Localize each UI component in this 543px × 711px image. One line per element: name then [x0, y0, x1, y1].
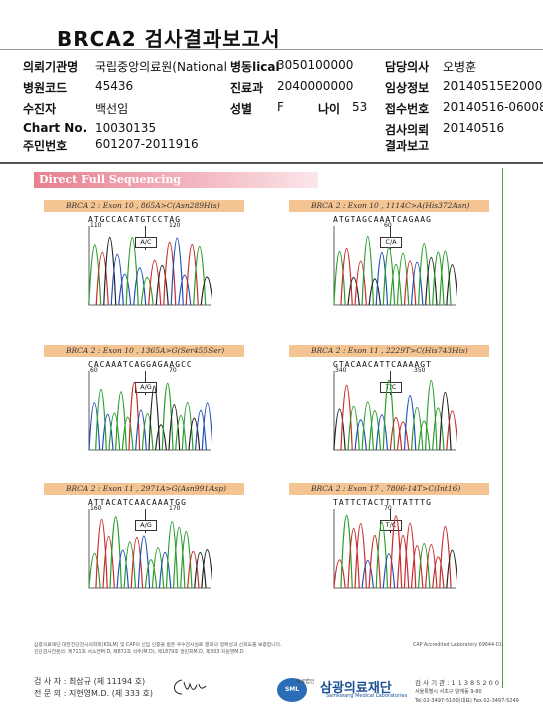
header-divider-top [0, 49, 543, 50]
institution-label: 의뢰기관명 [23, 60, 79, 74]
tester-line: 검 사 자 : 최삼규 (제 11194 호) [34, 677, 146, 686]
age-value: 53 [352, 100, 368, 114]
sex-value: F [277, 100, 284, 114]
patient-info-header: 의뢰기관명 국립중앙의료원(National 병동lical 305010000… [0, 53, 543, 153]
base-sequence: CACAAATCAGGAGAAGCC [88, 360, 193, 369]
hospcode-label: 병원코드 [23, 81, 68, 95]
signature-image [174, 679, 207, 695]
mutation-label: A/C [135, 237, 157, 248]
section-title: Direct Full Sequencing [34, 172, 318, 188]
report-title: BRCA2 검사결과보고서 [57, 27, 281, 51]
chromatogram-trace [88, 509, 212, 589]
org-badge: 의료법인 [296, 679, 315, 685]
doctor-label: 담당의사 [385, 60, 430, 74]
position-number-right: 70 [169, 367, 177, 374]
id-value: 601207-2011916 [95, 137, 199, 151]
org-phone: Tel.02-3497-5100(대표) Fax.02-3497-5249 [415, 698, 519, 704]
receipt-value: 20140516-06008 [443, 100, 543, 114]
base-sequence: TATTCTACTTTTATTTG [333, 498, 432, 507]
mutation-label: C/A [380, 237, 402, 248]
header-divider-bottom [0, 162, 543, 164]
chromatogram-panel: BRCA 2 : Exon 11 , 2229T>C(His743His) GTA… [289, 345, 499, 469]
patient-value: 백선임 [95, 102, 129, 116]
base-sequence: GTACAACATTCAAAAGT [333, 360, 432, 369]
receipt-label: 접수번호 [385, 102, 430, 116]
institution-value: 국립중앙의료원(National [95, 60, 227, 74]
chart-label: Chart No. [23, 121, 88, 135]
chromatogram-panel: BRCA 2 : Exon 10 , 865A>C(Asn289His) ATGC… [44, 200, 254, 324]
institution-code: 검 사 기 관 : 1 1 3 8 5 2 0 0 [415, 679, 499, 687]
id-label: 주민번호 [23, 139, 68, 153]
doctor-value: 오병훈 [443, 60, 477, 74]
position-number-right: 70 [384, 505, 392, 512]
chromatogram-panel: BRCA 2 : Exon 10 , 1365A>G(Ser455Ser) CAC… [44, 345, 254, 469]
hospcode-value: 45436 [95, 79, 134, 93]
org-name: 삼광의료재단 [320, 681, 392, 696]
org-address: 서울특별시 서초구 양재동 9-80 [415, 689, 482, 695]
panel-caption: BRCA 2 : Exon 17 , 7806-14T>C(Int16) [289, 483, 489, 495]
base-sequence: ATGCCACATGTCCTAG [88, 215, 182, 224]
position-number-right: 350 [414, 367, 426, 374]
mutation-label: A/G [135, 520, 157, 531]
chromatogram-trace [333, 226, 457, 306]
clinical-value: 20140515E200020 [443, 79, 543, 93]
dept-label: 진료과 [230, 81, 264, 95]
result-label: 결과보고 [385, 139, 430, 153]
samkwang-logo-icon: SML [277, 678, 307, 702]
base-sequence: ATGTAGCAAATCAGAAG [333, 215, 432, 224]
request-label: 검사의뢰 [385, 123, 430, 137]
ward-label: 병동lical [230, 60, 280, 74]
position-number-right: 60 [384, 222, 392, 229]
ward-value: 3050100000 [277, 58, 354, 72]
accreditation-line-2: 진단검사전문의: 제711호 서소연M.D, 제872호 석주(M.D), 제1… [34, 650, 244, 655]
position-number-left: 60 [90, 367, 98, 374]
cap-accreditation: CAP Accredited Laboratory 69644-01 [413, 643, 502, 648]
margin-rule [502, 168, 503, 688]
chromatogram-trace [333, 509, 457, 589]
dept-value: 2040000000 [277, 79, 354, 93]
sex-label: 성별 [230, 102, 253, 116]
chromatogram-panel: BRCA 2 : Exon 17 , 7806-14T>C(Int16) TATT… [289, 483, 499, 607]
chromatogram-trace [88, 226, 212, 306]
request-value: 20140516 [443, 121, 505, 135]
clinical-label: 임상정보 [385, 81, 430, 95]
chromatogram-trace [333, 371, 457, 451]
position-number-left: 160 [90, 505, 102, 512]
patient-label: 수진자 [23, 102, 57, 116]
position-number-right: 120 [169, 222, 181, 229]
age-label: 나이 [318, 102, 341, 116]
base-sequence: ATTACATCAACAAATGG [88, 498, 187, 507]
chromatogram-panel: BRCA 2 : Exon 11 , 2971A>G(Asn991Asp) ATT… [44, 483, 254, 607]
specialist-line: 전 문 의 : 지현영M.D. (제 333 호) [34, 689, 154, 698]
chromatogram-trace [88, 371, 212, 451]
panel-caption: BRCA 2 : Exon 10 , 1114C>A(His372Asn) [289, 200, 489, 212]
accreditation-line-1: 삼광의료재단 대한진단검사의학회(KSLM) 및 CAP의 신임 인증을 받은 … [34, 643, 282, 648]
org-subtitle: Samkwang Medical Laboratories [326, 693, 408, 699]
position-number-right: 170 [169, 505, 181, 512]
panel-caption: BRCA 2 : Exon 11 , 2971A>G(Asn991Asp) [44, 483, 244, 495]
chromatogram-panel: BRCA 2 : Exon 10 , 1114C>A(His372Asn) ATG… [289, 200, 499, 324]
panel-caption: BRCA 2 : Exon 11 , 2229T>C(His743His) [289, 345, 489, 357]
panel-caption: BRCA 2 : Exon 10 , 865A>C(Asn289His) [44, 200, 244, 212]
panel-caption: BRCA 2 : Exon 10 , 1365A>G(Ser455Ser) [44, 345, 244, 357]
position-number-left: 110 [90, 222, 102, 229]
chart-value: 10030135 [95, 121, 157, 135]
position-number-left: 340 [335, 367, 347, 374]
